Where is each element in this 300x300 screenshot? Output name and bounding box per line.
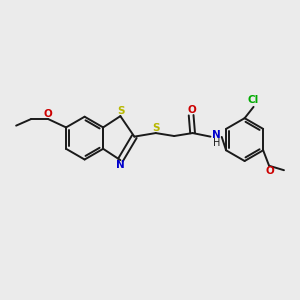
Text: N: N [116, 160, 124, 170]
Text: O: O [265, 166, 274, 176]
Text: S: S [152, 123, 160, 133]
Text: Cl: Cl [248, 95, 259, 105]
Text: H: H [213, 138, 220, 148]
Text: O: O [44, 109, 52, 119]
Text: O: O [187, 105, 196, 115]
Text: S: S [117, 106, 125, 116]
Text: N: N [212, 130, 221, 140]
